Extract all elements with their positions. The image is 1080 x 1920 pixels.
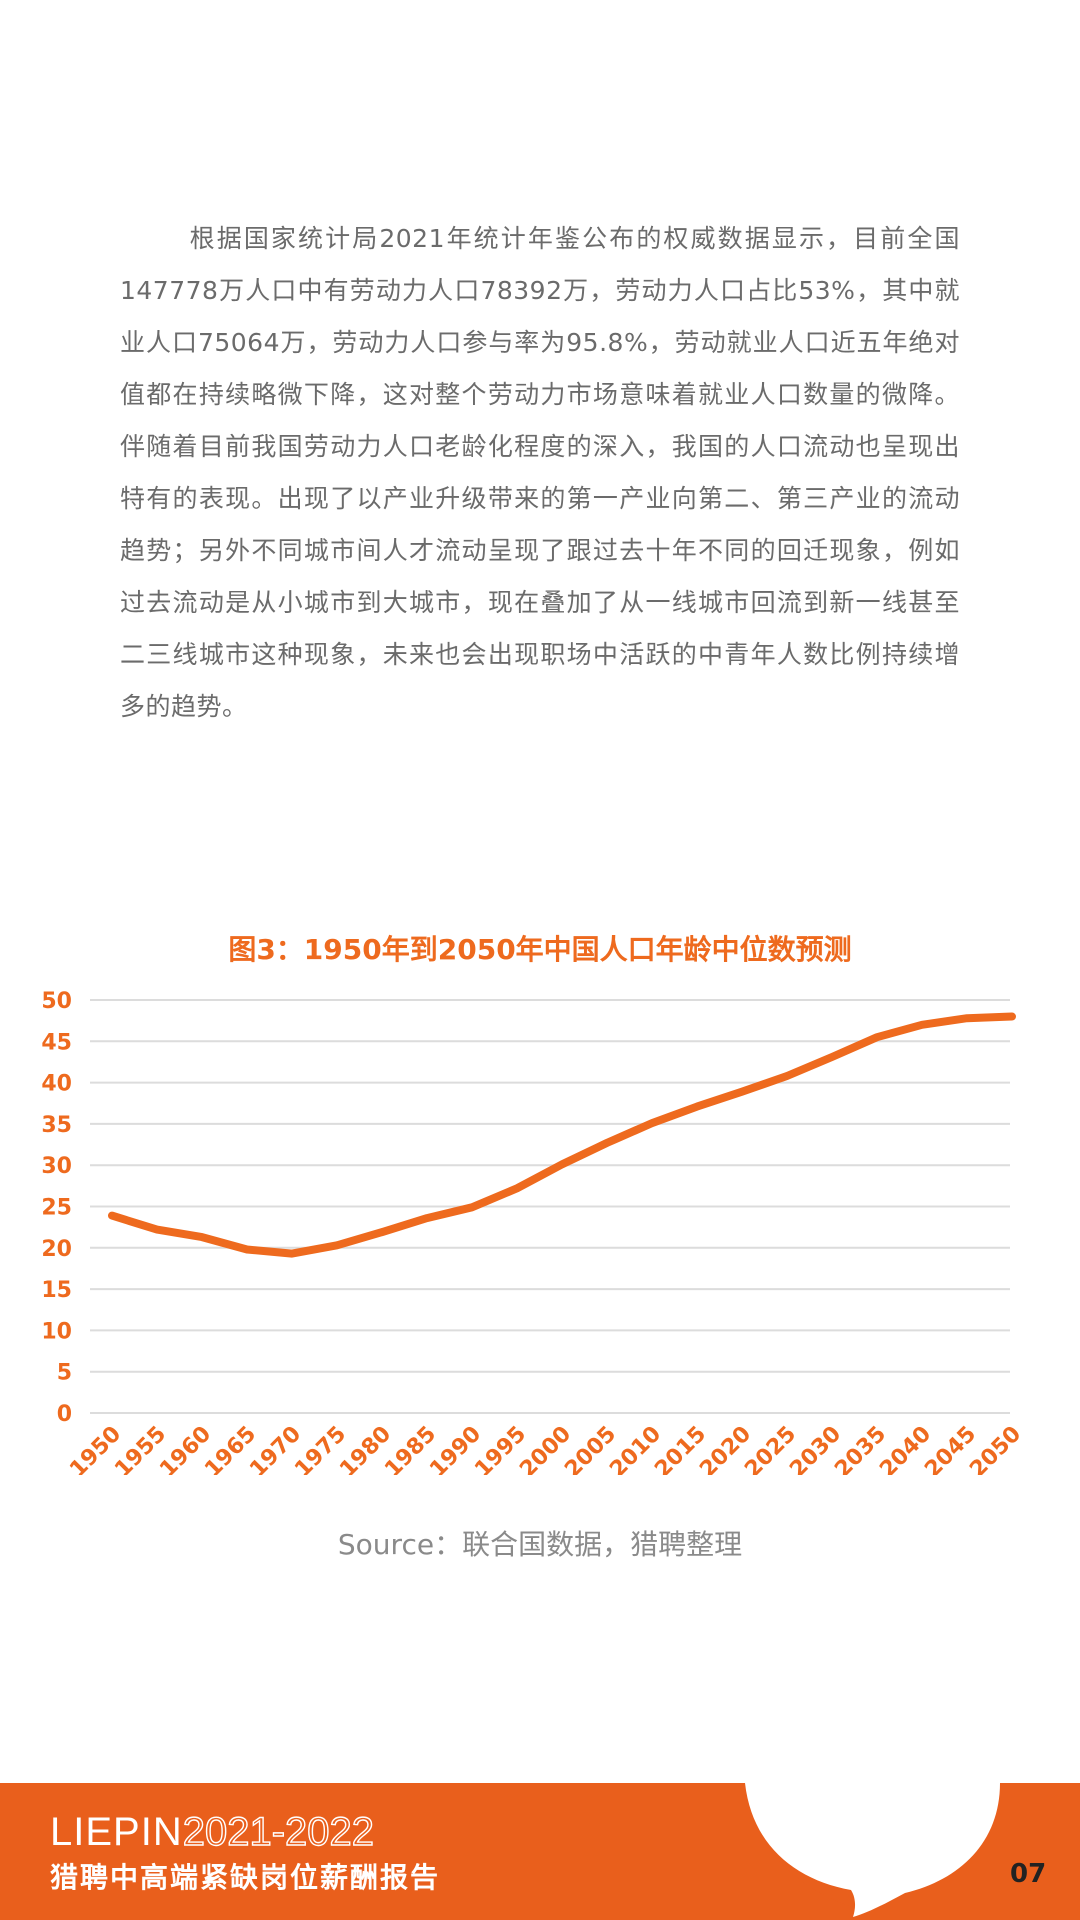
median-age-chart: 0 5 10 15 20 25 30 35 40 45 50 1950195519601965197… xyxy=(41,989,1026,1475)
y-tick-label: 0 xyxy=(57,1402,72,1427)
data-point xyxy=(649,1120,655,1127)
data-point xyxy=(1009,1013,1015,1020)
y-tick-label: 50 xyxy=(41,989,72,1014)
data-point xyxy=(514,1185,520,1192)
data-point xyxy=(604,1139,610,1146)
data-point xyxy=(379,1229,385,1236)
data-point xyxy=(244,1246,250,1253)
page-number: 07 xyxy=(1010,1859,1047,1889)
intro-paragraph: 根据国家统计局2021年统计年鉴公布的权威数据显示，目前全国147778万人口中… xyxy=(120,224,960,721)
y-tick-label: 30 xyxy=(41,1154,72,1179)
data-points xyxy=(109,1013,1015,1257)
y-axis-ticks: 0 5 10 15 20 25 30 35 40 45 50 xyxy=(41,989,72,1427)
y-tick-label: 5 xyxy=(57,1361,72,1386)
data-point xyxy=(109,1212,115,1219)
median-age-line xyxy=(108,1012,1016,1258)
data-point xyxy=(559,1161,565,1168)
y-tick-label: 15 xyxy=(41,1278,72,1303)
data-point xyxy=(874,1034,880,1041)
report-title: 猎聘中高端紧缺岗位薪酬报告 xyxy=(50,1861,441,1894)
y-tick-label: 35 xyxy=(41,1113,72,1138)
data-point xyxy=(424,1215,430,1222)
data-point xyxy=(964,1015,970,1022)
data-point xyxy=(919,1021,925,1028)
brand-logo: LIEPIN2021-2022 xyxy=(50,1809,375,1855)
data-point xyxy=(289,1250,295,1257)
y-tick-label: 20 xyxy=(41,1237,72,1262)
x-axis-ticks: 1950195519601965197019751980198519901995… xyxy=(65,1422,1026,1475)
data-point xyxy=(199,1234,205,1241)
y-tick-label: 40 xyxy=(41,1072,72,1097)
brand-name: LIEPIN xyxy=(50,1810,183,1854)
y-tick-label: 25 xyxy=(41,1196,72,1221)
grid-layer xyxy=(90,999,1010,1414)
brand-years: 2021-2022 xyxy=(182,1809,375,1854)
data-point xyxy=(334,1242,340,1249)
source-note: Source：联合国数据，猎聘整理 xyxy=(337,1528,743,1561)
data-point xyxy=(739,1088,745,1095)
speech-bubble-icon xyxy=(745,1783,1080,1920)
y-tick-label: 45 xyxy=(41,1030,72,1055)
data-point xyxy=(829,1053,835,1060)
data-point xyxy=(154,1226,160,1233)
x-tick-label: 2050 xyxy=(965,1422,1026,1475)
data-point xyxy=(469,1204,475,1211)
data-point xyxy=(694,1103,700,1110)
chart-title: 图3：1950年到2050年中国人口年龄中位数预测 xyxy=(228,933,852,966)
data-point xyxy=(784,1072,790,1079)
y-tick-label: 10 xyxy=(41,1319,72,1344)
